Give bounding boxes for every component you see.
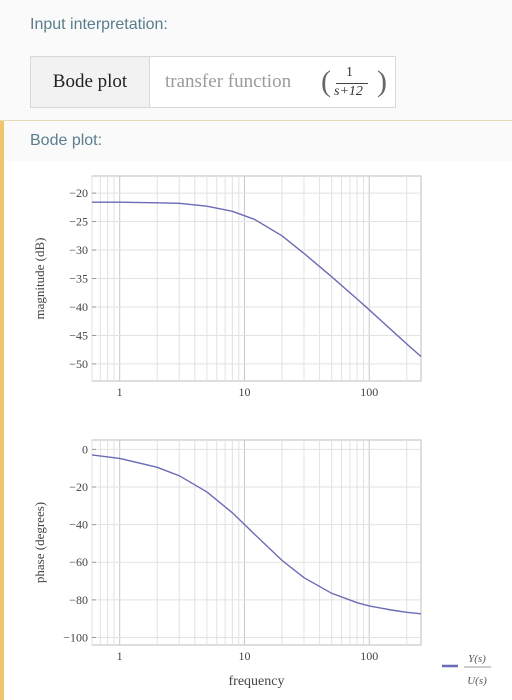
legend-denominator: U(s)	[467, 675, 487, 687]
bode-pod-header: Bode plot:	[4, 121, 512, 161]
plot-frame-1	[91, 439, 422, 646]
y-tick-label: −50	[69, 357, 88, 371]
y-tick-label: −100	[63, 630, 88, 644]
input-pod-title: Input interpretation:	[30, 16, 168, 33]
legend-numerator: Y(s)	[468, 653, 486, 665]
y-tick-label: −25	[69, 215, 88, 229]
interpretation-value: transfer function	[165, 71, 292, 92]
transfer-function-fraction: ( 1 s+12 )	[321, 63, 387, 103]
fraction-numerator: 1	[346, 65, 353, 80]
x-tick-label: 10	[238, 649, 250, 663]
x-tick-label: 100	[360, 385, 378, 399]
y-tick-label: −40	[69, 518, 88, 532]
y-axis-label: magnitude (dB)	[32, 238, 47, 320]
y-tick-label: −40	[69, 300, 88, 314]
y-tick-label: 0	[82, 442, 88, 456]
right-paren: )	[377, 65, 387, 98]
x-tick-label: 10	[238, 385, 250, 399]
x-tick-label: 100	[360, 649, 378, 663]
y-tick-label: −60	[69, 555, 88, 569]
left-paren: (	[321, 65, 331, 98]
y-tick-label: −20	[69, 186, 88, 200]
interpretation-box: Bode plot transfer function ( 1 s+12 )	[30, 56, 396, 108]
x-tick-label: 1	[117, 385, 123, 399]
input-interpretation-pod: Input interpretation: Bode plot transfer…	[0, 0, 512, 121]
y-tick-label: −45	[69, 328, 88, 342]
y-tick-label: −20	[69, 480, 88, 494]
x-axis-label: frequency	[229, 674, 285, 689]
y-axis-label: phase (degrees)	[32, 502, 47, 583]
fraction-bar	[336, 83, 368, 84]
interpretation-label: Bode plot	[31, 57, 150, 107]
y-tick-label: −80	[69, 593, 88, 607]
series-line-phase	[91, 454, 422, 615]
y-tick-label: −35	[69, 272, 88, 286]
x-tick-label: 1	[117, 649, 123, 663]
fraction-denominator: s+12	[334, 84, 363, 99]
bode-pod-title: Bode plot:	[30, 132, 103, 149]
series-line-magnitude	[92, 201, 422, 358]
y-tick-label: −30	[69, 243, 88, 257]
